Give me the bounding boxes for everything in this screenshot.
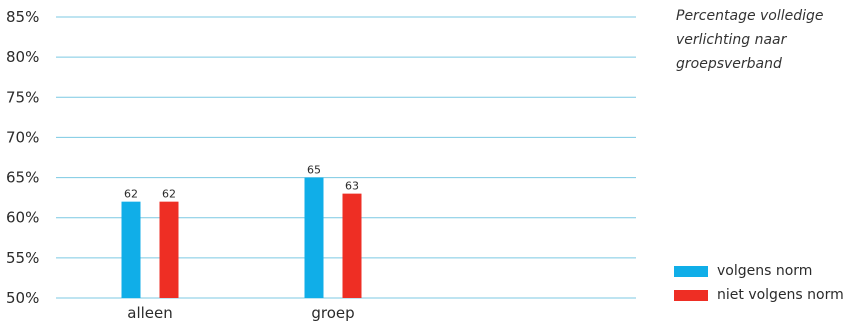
bar-groep-niet-volgens-norm — [342, 193, 362, 298]
bar-groep-volgens-norm — [304, 177, 324, 298]
chart-title: Percentage volledige verlichting naar gr… — [676, 4, 856, 76]
y-tick-label: 85% — [6, 8, 39, 26]
legend-item-volgens-norm: volgens norm — [674, 259, 844, 283]
y-tick-label: 65% — [6, 169, 39, 187]
bar-alleen-niet-volgens-norm — [159, 201, 179, 298]
legend-label-niet-volgens-norm: niet volgens norm — [717, 287, 844, 303]
y-tick-label: 60% — [6, 209, 39, 227]
data-labels: 62 62 65 63 — [124, 164, 359, 201]
chart-title-line-3: groepsverband — [676, 56, 782, 72]
legend-item-niet-volgens-norm: niet volgens norm — [674, 283, 844, 307]
chart-title-line-1: Percentage volledige — [676, 8, 824, 24]
category-label-alleen: alleen — [127, 304, 173, 322]
legend-label-volgens-norm: volgens norm — [717, 263, 813, 279]
legend-swatch-volgens-norm — [674, 265, 708, 277]
y-tick-label: 70% — [6, 128, 39, 146]
data-label: 62 — [162, 188, 176, 201]
legend: volgens norm niet volgens norm — [674, 259, 844, 307]
y-tick-label: 50% — [6, 289, 39, 307]
y-tick-label: 75% — [6, 88, 39, 106]
data-label: 63 — [345, 180, 359, 193]
bar-alleen-volgens-norm — [121, 201, 141, 298]
bars — [121, 177, 362, 298]
y-axis-tick-labels: 85% 80% 75% 70% 65% 60% 55% 50% — [6, 8, 39, 307]
data-label: 62 — [124, 188, 138, 201]
y-tick-label: 55% — [6, 249, 39, 267]
category-labels: alleen groep — [127, 304, 354, 322]
legend-swatch-niet-volgens-norm — [674, 289, 708, 301]
data-label: 65 — [307, 164, 321, 177]
category-label-groep: groep — [311, 304, 354, 322]
y-tick-label: 80% — [6, 48, 39, 66]
chart-title-line-2: verlichting naar — [676, 32, 787, 48]
